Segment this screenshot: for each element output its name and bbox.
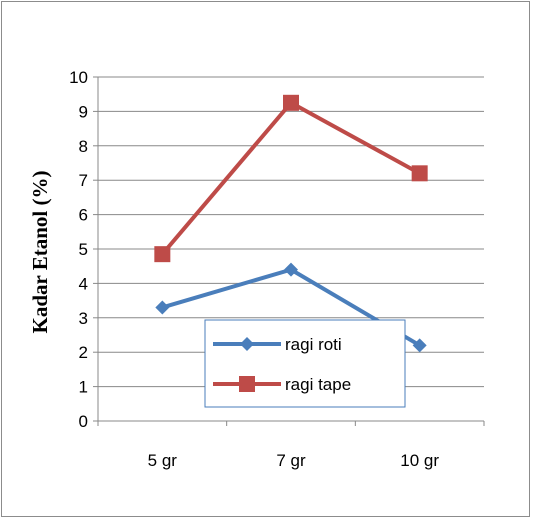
- y-tick-label: 3: [79, 309, 88, 328]
- x-tick-label: 10 gr: [400, 451, 439, 470]
- data-point-diamond: [284, 262, 298, 277]
- x-tick-labels: 5 gr 7 gr 10 gr: [148, 451, 440, 470]
- y-axis-label: Kadar Etanol (%): [28, 171, 52, 334]
- series-ragi-tape: [154, 94, 428, 263]
- y-tick-label: 6: [79, 206, 88, 225]
- data-point-diamond: [412, 338, 427, 353]
- data-point-diamond: [155, 300, 170, 315]
- y-tick-label: 1: [79, 378, 88, 397]
- y-tick-label: 5: [79, 240, 88, 259]
- data-point-square: [411, 165, 428, 182]
- y-tick-label: 2: [79, 343, 88, 362]
- y-tick-label: 8: [79, 137, 88, 156]
- y-tick-label: 7: [79, 171, 88, 190]
- data-point-square: [239, 376, 255, 392]
- data-point-diamond: [240, 337, 254, 351]
- data-point-square: [154, 246, 171, 263]
- y-tick-labels: 0 1 2 3 4 5 6 7 8 9 10: [69, 68, 88, 431]
- legend-item: ragi roti: [213, 335, 342, 354]
- y-tick-label: 0: [79, 412, 88, 431]
- legend-box: [204, 319, 406, 408]
- series-group: [154, 94, 428, 353]
- legend: ragi roti ragi tape: [204, 319, 406, 408]
- series-line: [160, 100, 421, 256]
- y-tick-label: 10: [69, 68, 88, 87]
- y-tick-label: 4: [79, 274, 88, 293]
- axes: [93, 76, 485, 426]
- legend-label: ragi roti: [285, 335, 342, 354]
- y-tick-label: 9: [79, 102, 88, 121]
- data-point-square: [283, 94, 299, 111]
- legend-item: ragi tape: [213, 375, 351, 394]
- legend-label: ragi tape: [285, 375, 351, 394]
- x-tick-label: 7 gr: [276, 451, 306, 470]
- x-tick-label: 5 gr: [148, 451, 178, 470]
